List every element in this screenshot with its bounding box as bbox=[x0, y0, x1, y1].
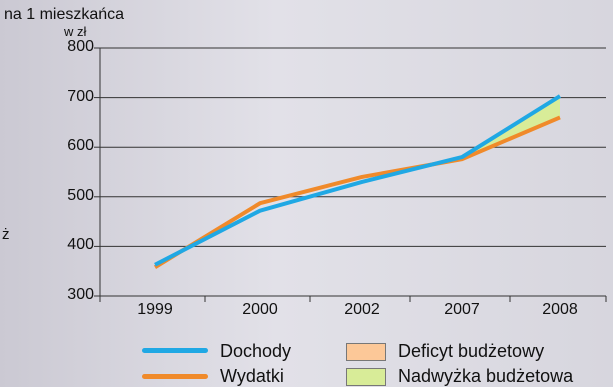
y-tick-label: 600 bbox=[67, 137, 94, 155]
y-tick-label: 300 bbox=[67, 286, 94, 303]
series-line-dochody bbox=[154, 94, 562, 267]
legend-swatch-deficyt bbox=[346, 343, 386, 361]
y-tick-label: 700 bbox=[67, 87, 94, 105]
legend-label-wydatki: Wydatki bbox=[220, 366, 284, 386]
x-tick-label: 2002 bbox=[344, 301, 380, 318]
y-tick-label: 800 bbox=[67, 38, 94, 55]
x-tick-label: 2008 bbox=[542, 301, 578, 318]
legend-swatch-nadwyzka bbox=[346, 368, 386, 386]
y-tick-label: 500 bbox=[67, 186, 94, 204]
legend-label-deficyt: Deficyt budżetowy bbox=[398, 341, 545, 361]
y-tick-label: 400 bbox=[67, 236, 94, 254]
currency-label: w zł bbox=[64, 24, 87, 39]
legend-label-nadwyzka: Nadwyżka budżetowa bbox=[398, 366, 574, 386]
legend-swatch-dochody bbox=[142, 348, 208, 353]
series-line-wydatki bbox=[153, 115, 561, 269]
legend-label-dochody: Dochody bbox=[220, 341, 292, 361]
legend-swatch-wydatki bbox=[142, 374, 208, 379]
x-tick-label: 2007 bbox=[444, 301, 480, 318]
side-fragment: ż bbox=[2, 226, 10, 243]
unit-label: na 1 mieszkańca bbox=[4, 6, 125, 23]
x-tick-label: 1999 bbox=[137, 301, 173, 318]
x-tick-label: 2000 bbox=[242, 301, 278, 318]
